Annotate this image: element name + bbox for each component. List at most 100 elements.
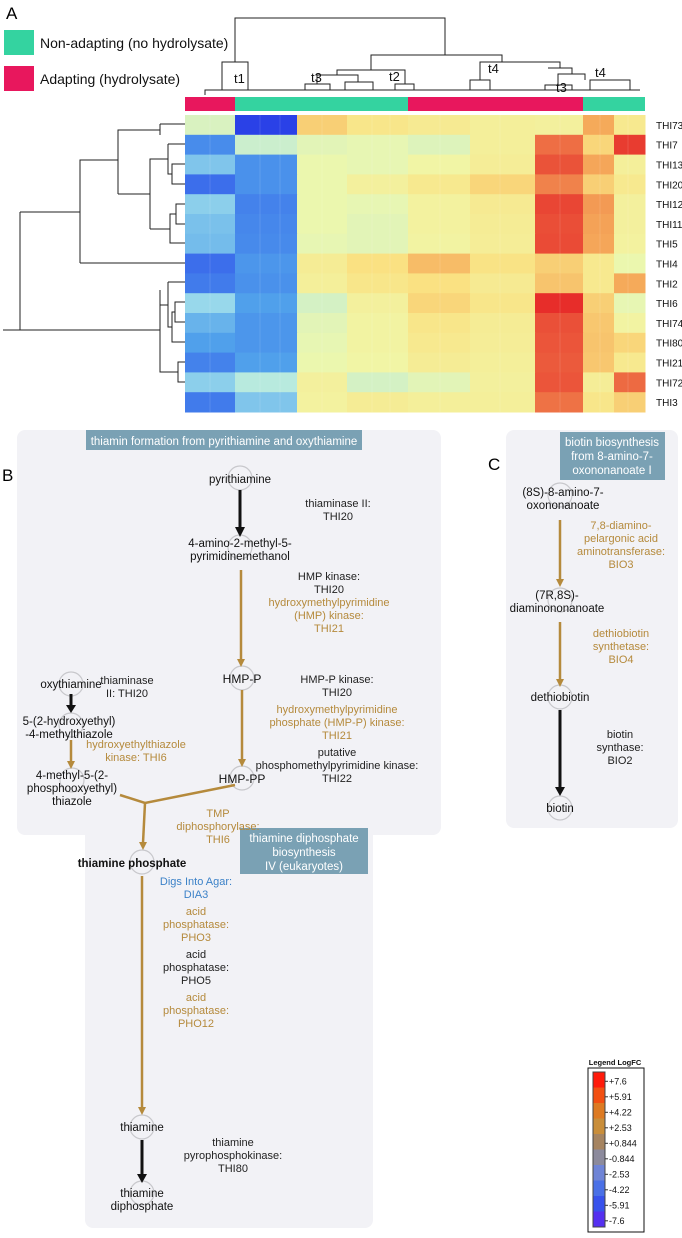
arrow-tmp [141, 802, 147, 844]
row-label: THI3 [656, 398, 678, 409]
enzyme-hmpp-kinase: HMP-P kinase: [300, 674, 373, 686]
enzyme-pho12: phosphatase: [163, 1005, 229, 1017]
heatmap-cell [614, 174, 646, 195]
top-label-t4b: t4 [595, 65, 606, 80]
enzyme-hmpp-kinase: THI20 [322, 687, 352, 699]
enzyme-hmpp-kinase-thi21: phosphate (HMP-P) kinase: [269, 717, 404, 729]
enzyme-bio2: synthase: [596, 742, 643, 754]
row-label: THI80 [656, 339, 682, 350]
legend-ramp-segment [593, 1134, 605, 1150]
enzyme-hydroxyethyl-kinase: kinase: THI6 [105, 752, 167, 764]
heatmap-cell [583, 332, 615, 354]
legend-ramp-segment [593, 1180, 605, 1197]
legend-swatch-nonadapting [4, 30, 34, 55]
node-phosphoox: thiazole [52, 796, 92, 808]
enzyme-thi80: THI80 [218, 1163, 248, 1175]
top-label-t3b: t3 [556, 80, 567, 95]
legend-label-nonadapting: Non-adapting (no hydrolysate) [40, 35, 228, 51]
enzyme-bio3: pelargonic acid [584, 533, 658, 545]
heatmap-cell [408, 332, 471, 354]
node-amp: 4-amino-2-methyl-5- [188, 538, 292, 550]
node-dethiobiotin: dethiobiotin [531, 692, 590, 704]
pathway-title-2: thiamine diphosphate biosynthesis IV (eu… [249, 833, 358, 873]
enzyme-hmp-kinase-thi21: hydroxymethylpyrimidine [268, 597, 389, 609]
heatmap-cell [470, 372, 536, 393]
arrow-head [137, 1174, 147, 1183]
heatmap-cell [408, 233, 471, 255]
panel-label-a: A [6, 4, 18, 23]
enzyme-bio2: biotin [607, 729, 633, 741]
enzyme-hmp-kinase: HMP kinase: [298, 571, 360, 583]
heatmap-cell [535, 134, 584, 156]
heatmap-cell [185, 174, 236, 195]
pathway-c-enzyme-labels: 7,8-diamino- pelargonic acid aminotransf… [577, 520, 665, 767]
heatmap-cell [408, 273, 471, 294]
heatmap-cell [347, 372, 409, 393]
row-label: THI13 [656, 161, 682, 172]
heatmap-cell [408, 313, 471, 334]
pathway-node-circles [58, 465, 255, 1206]
heatmap-cell [614, 253, 646, 274]
heatmap-cell [583, 372, 615, 393]
enzyme-thi80: thiamine [212, 1137, 254, 1149]
heatmap-cell [297, 253, 348, 274]
node-hydroxyethyl: 5-(2-hydroxyethyl) [23, 716, 116, 728]
heatmap-cell [535, 194, 584, 215]
row-label: THI74 [656, 319, 682, 330]
heatmap-cell [408, 293, 471, 314]
heatmap-cell [614, 134, 646, 156]
enzyme-tmp: TMP [206, 808, 229, 820]
enzyme-pho3: PHO3 [181, 932, 211, 944]
node-pyrithiamine: pyrithiamine [209, 474, 271, 486]
enzyme-putative: putative [318, 747, 357, 759]
enzyme-hydroxyethyl-kinase: hydroxyethylthiazole [86, 739, 186, 751]
arrow-head [67, 761, 75, 769]
node-thiamine-diphosphate: diphosphate [111, 1201, 174, 1213]
legend-swatch-adapting [4, 66, 34, 91]
enzyme-bio3: BIO3 [608, 559, 633, 571]
heatmap-cell [185, 332, 236, 354]
enzyme-thiaminase-oxy: II: THI20 [106, 688, 148, 700]
heatmap-cell [535, 214, 584, 235]
heatmap-cell [235, 214, 298, 235]
pathway-c-node-labels: (8S)-8-amino-7- oxononanoate (7R,8S)- di… [510, 487, 605, 815]
heatmap-cell [297, 174, 348, 195]
heatmap-cell [583, 194, 615, 215]
heatmap-cell [347, 352, 409, 373]
column-dendrogram [204, 17, 640, 95]
enzyme-pho3: phosphatase: [163, 919, 229, 931]
legend-tick-label: -0.844 [609, 1154, 635, 1164]
heatmap-cell [614, 392, 646, 413]
enzyme-pho12: PHO12 [178, 1018, 214, 1030]
row-labels: THI73 THI7 THI13 THI20 THI12 THI11 THI5 THI4 THI… [656, 121, 682, 409]
pathway-title-box-2 [240, 828, 368, 874]
enzyme-thi80: pyrophosphokinase: [184, 1150, 282, 1162]
heatmap-cell [408, 174, 471, 195]
heatmap-cell [535, 392, 584, 413]
heatmap-cell [614, 332, 646, 354]
heatmap-cell [185, 154, 236, 175]
panel-label-c: C [488, 455, 500, 474]
heatmap-cell [185, 233, 236, 255]
heatmap-cell [408, 214, 471, 235]
legend-tick-label: +7.6 [609, 1076, 627, 1086]
node-thiamine-phosphate: thiamine phosphate [78, 858, 187, 870]
heatmap-cell [185, 214, 236, 235]
pathway-title-biotin-line: oxononanoate I [572, 465, 651, 477]
heatmap-cell [470, 134, 536, 156]
heatmap-cell [185, 352, 236, 373]
heatmap-cell [347, 174, 409, 195]
heatmap-grid [185, 115, 646, 413]
enzyme-bio4: dethiobiotin [593, 628, 649, 640]
arrow-head [237, 659, 245, 667]
row-label: THI5 [656, 240, 678, 251]
heatmap-cell [185, 293, 236, 314]
logfc-legend-ramp: +7.6 +5.91 +4.22 +2.53 +0.844 -0.844 -2.53 -4.2… [592, 1071, 637, 1228]
heatmap-cell [235, 352, 298, 373]
heatmap-cell [347, 115, 409, 136]
arrow-head [66, 705, 76, 713]
heatmap-cell [235, 115, 298, 136]
heatmap-cell [583, 134, 615, 156]
heatmap-cell [408, 194, 471, 215]
heatmap-cell [583, 273, 615, 294]
